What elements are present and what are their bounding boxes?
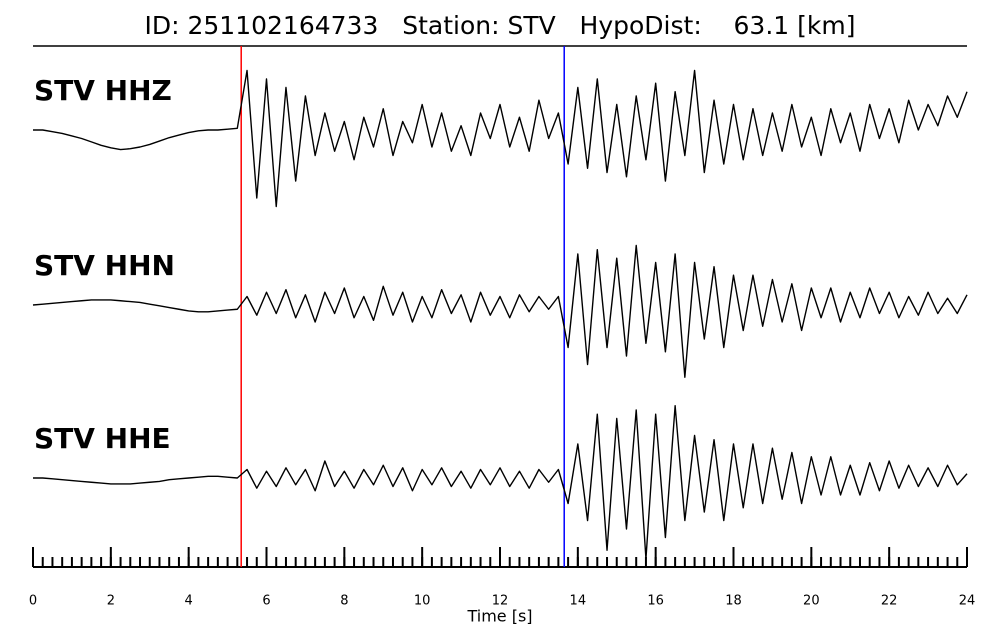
chart-title: ID: 251102164733 Station: STV HypoDist: … xyxy=(145,11,856,40)
x-tick-label: 8 xyxy=(340,594,348,609)
x-tick-label: 24 xyxy=(959,594,976,609)
x-tick-label: 12 xyxy=(492,594,509,609)
trace-label: STV HHN xyxy=(34,249,175,282)
x-tick-label: 18 xyxy=(725,594,742,609)
x-tick-label: 4 xyxy=(185,594,193,609)
waveform-trace xyxy=(33,405,968,560)
x-tick-label: 6 xyxy=(262,594,270,609)
waveform-trace xyxy=(33,69,968,208)
trace-label: STV HHE xyxy=(34,422,171,455)
x-axis-label: Time [s] xyxy=(466,607,532,626)
waveform-trace xyxy=(32,244,968,378)
x-tick-label: 14 xyxy=(570,594,587,609)
x-tick-label: 10 xyxy=(414,594,431,609)
x-tick-label: 2 xyxy=(107,594,115,609)
x-tick-label: 22 xyxy=(881,594,898,609)
x-tick-label: 20 xyxy=(803,594,820,609)
trace-label: STV HHZ xyxy=(34,74,172,107)
x-tick-label: 0 xyxy=(29,594,37,609)
x-tick-label: 16 xyxy=(647,594,664,609)
